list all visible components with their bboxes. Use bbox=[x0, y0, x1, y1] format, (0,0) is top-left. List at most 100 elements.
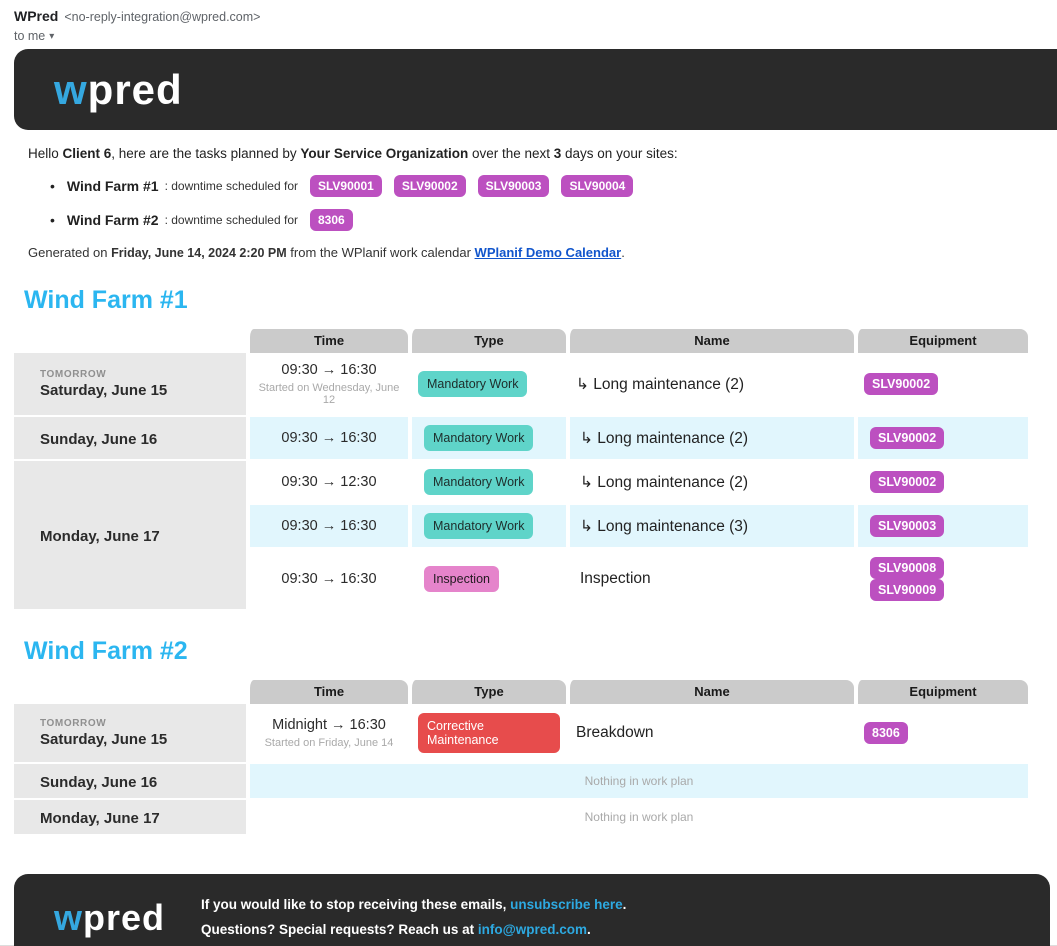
equipment-cell: SLV90002 bbox=[854, 461, 1028, 505]
equipment-badge: SLV90008 bbox=[870, 557, 945, 579]
equipment-badge: SLV90001 bbox=[309, 175, 382, 197]
type-cell: Mandatory Work bbox=[408, 461, 566, 505]
day-label: Monday, June 17 bbox=[40, 527, 160, 545]
day-cell: Sunday, June 16 bbox=[14, 417, 246, 461]
equipment-badge: SLV90002 bbox=[864, 373, 939, 395]
contact-line: Questions? Special requests? Reach us at… bbox=[201, 921, 591, 937]
day-cell: Monday, June 17 bbox=[14, 461, 246, 611]
column-header-time: Time bbox=[246, 329, 408, 353]
table-row: Sunday, June 16 09:30 → 16:30 Mandatory Wo… bbox=[14, 417, 1028, 461]
header-spacer-cell bbox=[14, 680, 246, 704]
column-header-type: Type bbox=[408, 329, 566, 353]
type-cell: Corrective Maintenance bbox=[408, 704, 566, 764]
chevron-down-icon[interactable]: ▾ bbox=[49, 30, 55, 42]
bullet-text: : downtime scheduled for bbox=[164, 213, 298, 227]
time-range: 09:30 → 12:30 bbox=[281, 474, 377, 490]
intro-block: Hello Client 6, here are the tasks plann… bbox=[0, 130, 1057, 260]
equipment-badge: SLV90003 bbox=[477, 175, 550, 197]
day-cell: Monday, June 17 bbox=[14, 800, 246, 836]
equipment-badge: SLV90009 bbox=[870, 579, 945, 601]
logo-letter-w: w bbox=[54, 65, 88, 113]
time-range: 09:30 → 16:30 bbox=[281, 430, 377, 446]
empty-plan-cell: Nothing in work plan bbox=[246, 800, 1028, 836]
footer-bar: wpred If you would like to stop receivin… bbox=[14, 874, 1050, 946]
time-cell: 09:30 → 16:30 bbox=[246, 549, 408, 611]
footer-logo-rest: pred bbox=[83, 896, 166, 938]
column-header-name: Name bbox=[566, 680, 854, 704]
time-range: Midnight → 16:30 bbox=[272, 717, 386, 733]
greeting-line: Hello Client 6, here are the tasks plann… bbox=[28, 146, 678, 161]
wpred-footer-logo: wpred bbox=[54, 896, 166, 938]
equipment-cell: SLV90002 bbox=[854, 353, 1028, 417]
time-started-note: Started on Wednesday, June 12 bbox=[258, 382, 400, 406]
logo-rest: pred bbox=[87, 65, 183, 113]
recipient-row[interactable]: to me ▾ bbox=[14, 29, 1057, 43]
site-name: Wind Farm #1 bbox=[66, 178, 159, 194]
table-header-row: Time Type Name Equipment bbox=[14, 329, 1028, 353]
equipment-badge: 8306 bbox=[309, 209, 353, 231]
equipment-badge: 8306 bbox=[864, 722, 908, 744]
time-range: 09:30 → 16:30 bbox=[281, 362, 377, 378]
footer-text: If you would like to stop receiving thes… bbox=[201, 893, 626, 942]
schedule-table: Time Type Name Equipment TOMORROW Saturday, J… bbox=[14, 680, 1028, 836]
table-row: Sunday, June 16 Nothing in work plan bbox=[14, 764, 1028, 800]
table-row: TOMORROW Saturday, June 15 Midnight → 16:3… bbox=[14, 704, 1028, 764]
equipment-badge: SLV90002 bbox=[393, 175, 466, 197]
type-badge-inspection: Inspection bbox=[424, 566, 499, 592]
day-label: Saturday, June 15 bbox=[40, 731, 168, 748]
task-name-cell: ↳ Long maintenance (2) bbox=[566, 461, 854, 505]
type-badge-mandatory: Mandatory Work bbox=[418, 371, 528, 397]
sender-address: <no-reply-integration@wpred.com> bbox=[64, 10, 261, 24]
equipment-badge: SLV90002 bbox=[870, 427, 945, 449]
day-label: Sunday, June 16 bbox=[40, 773, 158, 791]
day-label: Saturday, June 15 bbox=[40, 382, 168, 399]
section-title: Wind Farm #2 bbox=[24, 637, 188, 665]
task-name-cell: ↳ Long maintenance (3) bbox=[566, 505, 854, 549]
time-cell: 09:30 → 16:30 bbox=[246, 505, 408, 549]
table-row: Monday, June 17 Nothing in work plan bbox=[14, 800, 1028, 836]
equipment-cell: SLV90003 bbox=[854, 505, 1028, 549]
equipment-cell: 8306 bbox=[854, 704, 1028, 764]
sender-name: WPred bbox=[14, 8, 59, 24]
generated-line: Generated on Friday, June 14, 2024 2:20 … bbox=[28, 245, 625, 260]
site-name: Wind Farm #2 bbox=[66, 212, 159, 228]
task-name-cell: ↳ Long maintenance (2) bbox=[566, 353, 854, 417]
wpred-logo: wpred bbox=[54, 65, 183, 113]
table-row: 09:30 → 16:30 Mandatory Work ↳ Long mainte… bbox=[14, 505, 1028, 549]
unsubscribe-link[interactable]: unsubscribe here bbox=[510, 897, 623, 913]
site-bullet-item: Wind Farm #2 : downtime scheduled for 8306 bbox=[50, 209, 1043, 231]
schedule-table: Time Type Name Equipment TOMORROW Saturday, J… bbox=[14, 329, 1028, 611]
type-badge-mandatory: Mandatory Work bbox=[424, 469, 534, 495]
site-bullet-item: Wind Farm #1: downtime scheduled for SLV9… bbox=[50, 175, 1043, 197]
contact-email-link[interactable]: info@wpred.com bbox=[477, 921, 588, 937]
site-bullet-list: Wind Farm #1 : downtime scheduled for SLV9… bbox=[50, 175, 1043, 231]
equipment-badge: SLV90002 bbox=[870, 471, 945, 493]
day-tag: TOMORROW bbox=[40, 369, 107, 380]
column-header-type: Type bbox=[408, 680, 566, 704]
message-header: WPred <no-reply-integration@wpred.com> t… bbox=[0, 0, 1057, 49]
schedule-sections: Wind Farm #1 Time Type Name Equipment TOMORRO… bbox=[0, 286, 1057, 836]
time-range: 09:30 → 16:30 bbox=[281, 518, 377, 534]
section-title: Wind Farm #1 bbox=[24, 286, 188, 314]
type-cell: Mandatory Work bbox=[408, 505, 566, 549]
day-label: Sunday, June 16 bbox=[40, 430, 158, 448]
empty-plan-cell: Nothing in work plan bbox=[246, 764, 1028, 800]
time-started-note: Started on Friday, June 14 bbox=[264, 737, 394, 749]
time-cell: 09:30 → 16:30 bbox=[246, 417, 408, 461]
type-badge-mandatory: Mandatory Work bbox=[424, 513, 534, 539]
table-row: 09:30 → 16:30 Inspection Inspection SLV9000… bbox=[14, 549, 1028, 611]
type-cell: Mandatory Work bbox=[408, 417, 566, 461]
equipment-badge: SLV90004 bbox=[561, 175, 634, 197]
type-cell: Inspection bbox=[408, 549, 566, 611]
task-name-cell: Inspection bbox=[566, 549, 854, 611]
calendar-link[interactable]: WPlanif Demo Calendar bbox=[474, 245, 622, 260]
type-badge-corrective: Corrective Maintenance bbox=[418, 713, 560, 753]
day-cell: TOMORROW Saturday, June 15 bbox=[14, 704, 246, 764]
table-row: Monday, June 17 09:30 → 12:30 Mandatory Wo… bbox=[14, 461, 1028, 611]
client-name: Client 6 bbox=[62, 146, 112, 161]
recipient-label: to me bbox=[14, 29, 46, 43]
day-label: Monday, June 17 bbox=[40, 809, 160, 827]
day-tag: TOMORROW bbox=[40, 718, 107, 729]
time-cell: 09:30 → 12:30 bbox=[246, 461, 408, 505]
